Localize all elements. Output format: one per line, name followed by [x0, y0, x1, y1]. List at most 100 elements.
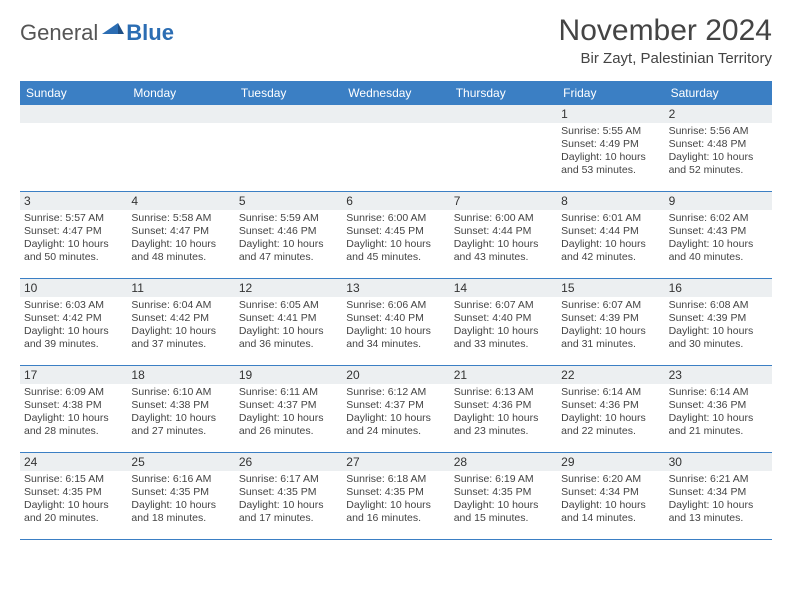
cell-body: Sunrise: 6:04 AMSunset: 4:42 PMDaylight:…	[127, 297, 234, 355]
cell-body: Sunrise: 6:10 AMSunset: 4:38 PMDaylight:…	[127, 384, 234, 442]
daylight-line: Daylight: 10 hours and 40 minutes.	[669, 238, 768, 264]
cell-body: Sunrise: 6:12 AMSunset: 4:37 PMDaylight:…	[342, 384, 449, 442]
sunrise-line: Sunrise: 5:56 AM	[669, 125, 768, 138]
calendar-cell	[450, 105, 557, 191]
sunrise-line: Sunrise: 6:03 AM	[24, 299, 123, 312]
day-number: 9	[665, 192, 772, 210]
day-number: 26	[235, 453, 342, 471]
sunset-line: Sunset: 4:44 PM	[454, 225, 553, 238]
sunrise-line: Sunrise: 6:18 AM	[346, 473, 445, 486]
day-number: 21	[450, 366, 557, 384]
sunset-line: Sunset: 4:37 PM	[346, 399, 445, 412]
calendar-cell: 18Sunrise: 6:10 AMSunset: 4:38 PMDayligh…	[127, 366, 234, 452]
calendar-cell: 5Sunrise: 5:59 AMSunset: 4:46 PMDaylight…	[235, 192, 342, 278]
day-number: 6	[342, 192, 449, 210]
sunset-line: Sunset: 4:49 PM	[561, 138, 660, 151]
calendar-cell: 14Sunrise: 6:07 AMSunset: 4:40 PMDayligh…	[450, 279, 557, 365]
daylight-line: Daylight: 10 hours and 17 minutes.	[239, 499, 338, 525]
sunrise-line: Sunrise: 5:57 AM	[24, 212, 123, 225]
day-number: 16	[665, 279, 772, 297]
daylight-line: Daylight: 10 hours and 31 minutes.	[561, 325, 660, 351]
sunset-line: Sunset: 4:40 PM	[346, 312, 445, 325]
calendar-cell: 22Sunrise: 6:14 AMSunset: 4:36 PMDayligh…	[557, 366, 664, 452]
sunrise-line: Sunrise: 6:16 AM	[131, 473, 230, 486]
day-number	[342, 105, 449, 123]
cell-body: Sunrise: 6:03 AMSunset: 4:42 PMDaylight:…	[20, 297, 127, 355]
day-number	[235, 105, 342, 123]
day-number: 14	[450, 279, 557, 297]
daylight-line: Daylight: 10 hours and 50 minutes.	[24, 238, 123, 264]
sunrise-line: Sunrise: 6:04 AM	[131, 299, 230, 312]
day-number: 5	[235, 192, 342, 210]
sunset-line: Sunset: 4:35 PM	[346, 486, 445, 499]
weekday-header: Thursday	[450, 82, 557, 105]
cell-body: Sunrise: 5:56 AMSunset: 4:48 PMDaylight:…	[665, 123, 772, 181]
calendar-cell: 29Sunrise: 6:20 AMSunset: 4:34 PMDayligh…	[557, 453, 664, 539]
sunset-line: Sunset: 4:37 PM	[239, 399, 338, 412]
day-number: 7	[450, 192, 557, 210]
calendar-cell: 15 Sunrise: 6:07 AMSunset: 4:39 PMDayligh…	[557, 279, 664, 365]
daylight-line: Daylight: 10 hours and 47 minutes.	[239, 238, 338, 264]
day-number: 15	[557, 279, 664, 297]
day-number: 29	[557, 453, 664, 471]
brand-word-2: Blue	[126, 20, 174, 46]
calendar-cell: 16Sunrise: 6:08 AMSunset: 4:39 PMDayligh…	[665, 279, 772, 365]
cell-body: Sunrise: 6:21 AMSunset: 4:34 PMDaylight:…	[665, 471, 772, 529]
sunrise-line: Sunrise: 6:10 AM	[131, 386, 230, 399]
calendar-cell: 17Sunrise: 6:09 AMSunset: 4:38 PMDayligh…	[20, 366, 127, 452]
sunset-line: Sunset: 4:45 PM	[346, 225, 445, 238]
daylight-line: Daylight: 10 hours and 21 minutes.	[669, 412, 768, 438]
cell-body: Sunrise: 6:13 AMSunset: 4:36 PMDaylight:…	[450, 384, 557, 442]
day-number: 4	[127, 192, 234, 210]
sunset-line: Sunset: 4:44 PM	[561, 225, 660, 238]
sunset-line: Sunset: 4:35 PM	[454, 486, 553, 499]
day-number: 1	[557, 105, 664, 123]
sunset-line: Sunset: 4:35 PM	[239, 486, 338, 499]
calendar-cell	[342, 105, 449, 191]
sunset-line: Sunset: 4:35 PM	[24, 486, 123, 499]
weekday-header: Friday	[557, 82, 664, 105]
calendar-cell: 20Sunrise: 6:12 AMSunset: 4:37 PMDayligh…	[342, 366, 449, 452]
daylight-line: Daylight: 10 hours and 22 minutes.	[561, 412, 660, 438]
calendar-cell: 24Sunrise: 6:15 AMSunset: 4:35 PMDayligh…	[20, 453, 127, 539]
day-number: 19	[235, 366, 342, 384]
calendar-cell: 4Sunrise: 5:58 AMSunset: 4:47 PMDaylight…	[127, 192, 234, 278]
calendar-cell: 19Sunrise: 6:11 AMSunset: 4:37 PMDayligh…	[235, 366, 342, 452]
calendar-cell	[235, 105, 342, 191]
daylight-line: Daylight: 10 hours and 33 minutes.	[454, 325, 553, 351]
cell-body: Sunrise: 5:59 AMSunset: 4:46 PMDaylight:…	[235, 210, 342, 268]
sunrise-line: Sunrise: 6:19 AM	[454, 473, 553, 486]
sunrise-line: Sunrise: 6:07 AM	[561, 299, 660, 312]
daylight-line: Daylight: 10 hours and 26 minutes.	[239, 412, 338, 438]
day-number: 2	[665, 105, 772, 123]
sunrise-line: Sunrise: 5:59 AM	[239, 212, 338, 225]
cell-body	[127, 123, 234, 173]
day-number: 3	[20, 192, 127, 210]
sunset-line: Sunset: 4:46 PM	[239, 225, 338, 238]
brand-word-1: General	[20, 20, 98, 46]
sunrise-line: Sunrise: 6:13 AM	[454, 386, 553, 399]
calendar-cell: 13Sunrise: 6:06 AMSunset: 4:40 PMDayligh…	[342, 279, 449, 365]
calendar-cell: 28Sunrise: 6:19 AMSunset: 4:35 PMDayligh…	[450, 453, 557, 539]
daylight-line: Daylight: 10 hours and 53 minutes.	[561, 151, 660, 177]
sunset-line: Sunset: 4:34 PM	[561, 486, 660, 499]
sunset-line: Sunset: 4:36 PM	[669, 399, 768, 412]
sunset-line: Sunset: 4:39 PM	[561, 312, 660, 325]
cell-body	[235, 123, 342, 173]
calendar-cell: 11Sunrise: 6:04 AMSunset: 4:42 PMDayligh…	[127, 279, 234, 365]
topbar: General Blue November 2024 Bir Zayt, Pal…	[20, 14, 772, 67]
day-number: 8	[557, 192, 664, 210]
sunrise-line: Sunrise: 5:55 AM	[561, 125, 660, 138]
day-number: 11	[127, 279, 234, 297]
day-number	[450, 105, 557, 123]
sunset-line: Sunset: 4:36 PM	[454, 399, 553, 412]
sunrise-line: Sunrise: 6:06 AM	[346, 299, 445, 312]
calendar-cell: 8Sunrise: 6:01 AMSunset: 4:44 PMDaylight…	[557, 192, 664, 278]
daylight-line: Daylight: 10 hours and 27 minutes.	[131, 412, 230, 438]
cell-body: Sunrise: 6:15 AMSunset: 4:35 PMDaylight:…	[20, 471, 127, 529]
calendar-cell: 27Sunrise: 6:18 AMSunset: 4:35 PMDayligh…	[342, 453, 449, 539]
cell-body	[342, 123, 449, 173]
calendar-cell	[127, 105, 234, 191]
cell-body: Sunrise: 6:14 AMSunset: 4:36 PMDaylight:…	[665, 384, 772, 442]
sunrise-line: Sunrise: 6:17 AM	[239, 473, 338, 486]
